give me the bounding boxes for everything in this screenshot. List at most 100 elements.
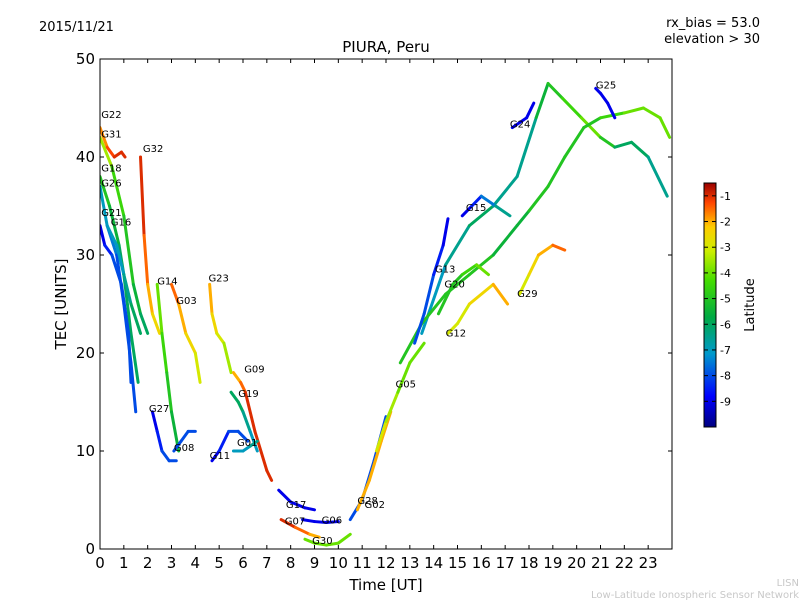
series-segment [236, 400, 245, 414]
prn-label: G20 [444, 279, 464, 290]
series-G23 [208, 282, 233, 375]
prn-label: G23 [208, 273, 228, 284]
series-segment [355, 478, 371, 512]
series-segment [160, 449, 171, 463]
series-segment [142, 233, 150, 286]
prn-label: G18 [101, 164, 121, 175]
x-tick-label: 7 [262, 554, 272, 572]
series-segment [420, 292, 448, 326]
colorbar-tick-label: -2 [720, 216, 731, 229]
series-segment [525, 101, 536, 120]
series-layer [100, 82, 672, 547]
chart-title: PIURA, Peru [342, 38, 429, 56]
prn-label: G11 [210, 451, 230, 462]
series-segment [313, 541, 328, 547]
series-segment [105, 224, 119, 247]
series-segment [215, 331, 226, 345]
series-segment [460, 263, 479, 277]
prn-label: G01 [237, 438, 257, 449]
x-axis: 0 1 2 3 4 5 6 7 8 9 10 11 12 13 14 15 16 17 18 19 20 21 22 23 [95, 59, 658, 572]
y-tick-label: 40 [76, 148, 95, 166]
series-G19 [229, 390, 259, 453]
prn-label: G28 [357, 496, 377, 507]
colorbar-tick-label: -3 [720, 241, 731, 254]
x-axis-label: Time [UT] [348, 576, 422, 594]
x-tick-label: 16 [472, 554, 491, 572]
y-tick-label: 10 [76, 442, 95, 460]
series-segment [646, 155, 669, 198]
series-segment [241, 410, 252, 433]
series-G14 [155, 282, 181, 453]
series-segment [551, 243, 567, 252]
x-tick-label: 12 [376, 554, 395, 572]
y-axis: 0 10 20 30 40 50 [76, 50, 672, 558]
colorbar: -1 -2 -3 -4 -5 -6 -7 -8 -9 Latitude [703, 182, 758, 428]
series-segment [119, 282, 131, 335]
prn-label: G30 [312, 536, 332, 547]
y-tick-label: 30 [76, 246, 95, 264]
series-segment [279, 518, 297, 529]
series-segment [115, 243, 126, 277]
prn-label: G25 [596, 80, 616, 91]
series-segment [100, 224, 107, 247]
series-segment [537, 243, 555, 257]
series-segment [184, 331, 197, 355]
date-label: 2015/11/21 [39, 20, 114, 35]
x-tick-label: 23 [639, 554, 658, 572]
series-segment [301, 518, 316, 524]
series-segment [491, 282, 510, 306]
series-segment [456, 302, 471, 326]
series-segment [444, 224, 471, 267]
series-segment [563, 126, 586, 159]
series-segment [408, 341, 426, 365]
series-segment [367, 439, 383, 482]
series-segment [248, 439, 259, 448]
series-segment [146, 282, 154, 316]
x-tick-label: 11 [353, 554, 372, 572]
prn-label: G26 [101, 178, 121, 189]
series-segment [155, 282, 164, 335]
series-segment [160, 331, 169, 375]
prn-label: G29 [517, 289, 537, 300]
series-segment [534, 82, 550, 120]
series-segment [460, 204, 474, 218]
series-segment [289, 500, 307, 510]
series-segment [515, 209, 531, 228]
series-segment [374, 420, 388, 453]
x-tick-label: 22 [615, 554, 634, 572]
series-segment [546, 155, 567, 188]
series-segment [527, 253, 541, 277]
series-G09 [231, 371, 274, 482]
elevation-label: elevation > 30 [664, 32, 760, 47]
series-G15 [460, 194, 512, 218]
colorbar-tick-label: -4 [720, 267, 731, 280]
colorbar-tick-label: -6 [720, 318, 731, 331]
series-segment [517, 273, 531, 296]
series-segment [122, 214, 135, 286]
rx-bias-label: rx_bias = 53.0 [666, 16, 760, 31]
series-G01 [231, 439, 259, 453]
prn-label: G09 [244, 365, 264, 376]
series-segment [139, 155, 146, 237]
series-segment [432, 243, 445, 277]
series-segment [119, 150, 127, 159]
colorbar-tick-label: -1 [720, 190, 731, 203]
series-G06 [301, 518, 340, 525]
series-segment [243, 390, 257, 433]
series-segment [129, 302, 143, 335]
org-long: Low-Latitude Ionospheric Sensor Network [591, 590, 799, 600]
x-tick-label: 4 [191, 554, 201, 572]
series-G16 [105, 224, 143, 335]
prn-label: G13 [435, 265, 455, 276]
series-segment [139, 312, 150, 335]
series-segment [100, 175, 112, 208]
series-segment [324, 541, 340, 547]
colorbar-tick-label: -9 [720, 395, 731, 408]
prn-label: G02 [365, 500, 385, 511]
series-segment [491, 175, 519, 208]
series-segment [110, 253, 123, 286]
colorbar-gradient [703, 182, 717, 428]
series-segment [324, 520, 340, 525]
colorbar-tick-label: -5 [720, 293, 731, 306]
series-segment [103, 243, 114, 257]
